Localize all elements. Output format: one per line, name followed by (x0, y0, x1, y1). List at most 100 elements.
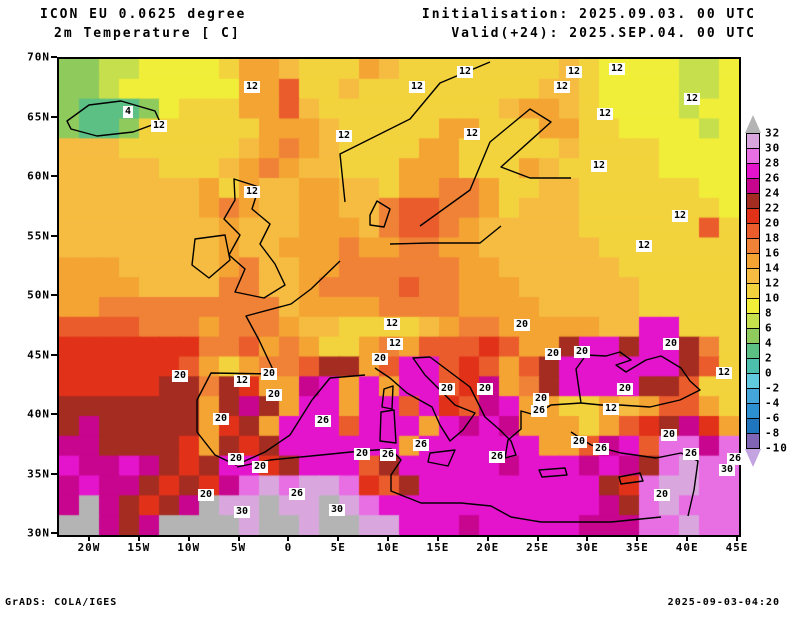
lon-tick (187, 535, 190, 541)
colorbar-value-label: 20 (765, 216, 781, 230)
colorbar-value-label: 12 (765, 276, 781, 290)
colorbar-segment (746, 178, 760, 194)
colorbar-segment (746, 133, 760, 149)
lon-axis-label: 20W (77, 541, 101, 554)
model-title: ICON EU 0.0625 degree (40, 7, 247, 22)
colorbar-value-label: 30 (765, 141, 781, 155)
colorbar-value-label: -8 (765, 426, 781, 440)
colorbar-segment (746, 238, 760, 254)
lat-axis-label: 35N (27, 467, 50, 480)
lat-axis-label: 60N (27, 169, 50, 183)
lon-tick (88, 535, 90, 541)
creation-timestamp: 2025-09-03-04:20 (667, 597, 780, 608)
grads-credit: GrADS: COLA/IGES (5, 597, 118, 608)
lon-axis-label: 10W (177, 541, 201, 554)
lat-axis-label: 70N (27, 50, 50, 64)
lon-axis-label: 30E (576, 541, 599, 554)
lon-tick (137, 535, 140, 541)
lat-axis-label: 65N (27, 110, 50, 123)
colorbar-segment (746, 343, 760, 359)
lon-axis-label: 15W (127, 541, 151, 554)
lat-tick (51, 413, 57, 415)
lat-tick (51, 294, 57, 296)
colorbar-over-arrow (745, 115, 761, 133)
colorbar-value-label: 0 (765, 366, 773, 380)
colorbar-value-label: 2 (765, 351, 773, 365)
colorbar-value-label: 10 (765, 291, 781, 305)
colorbar-segment (746, 268, 760, 284)
colorbar-value-label: 18 (765, 231, 781, 245)
colorbar-segment (746, 358, 760, 374)
colorbar-segment (746, 223, 760, 239)
colorbar-value-label: 32 (765, 126, 781, 140)
lon-tick (287, 535, 290, 541)
lon-axis-label: 45E (725, 541, 749, 554)
lon-axis-label: 40E (675, 541, 699, 554)
colorbar-segment (746, 253, 760, 269)
lat-tick (51, 234, 57, 237)
colorbar-value-label: 6 (765, 321, 773, 335)
colorbar-segment (746, 328, 760, 344)
colorbar-segment (746, 313, 760, 329)
colorbar-value-label: 8 (765, 306, 773, 320)
lat-axis-label: 50N (27, 288, 50, 302)
lat-tick (51, 115, 57, 118)
colorbar-value-label: -10 (765, 441, 788, 455)
colorbar-value-label: 24 (765, 186, 781, 200)
colorbar-segment (746, 148, 760, 164)
lat-tick (51, 56, 57, 58)
colorbar-segment (746, 373, 760, 389)
lat-tick (51, 472, 57, 475)
colorbar-segment (746, 388, 760, 404)
lat-axis-label: 45N (27, 348, 50, 361)
lat-axis-label: 55N (27, 229, 50, 242)
lat-tick (51, 532, 57, 534)
colorbar-value-label: 4 (765, 336, 773, 350)
lon-axis-label: 20E (476, 541, 500, 554)
colorbar-segment (746, 418, 760, 434)
colorbar-under-arrow (745, 449, 761, 467)
lon-axis-label: 35E (625, 541, 649, 554)
colorbar-segment (746, 193, 760, 209)
colorbar-value-label: -4 (765, 396, 781, 410)
lon-tick (536, 535, 539, 541)
lon-axis-label: 15E (426, 541, 450, 554)
colorbar-value-label: 28 (765, 156, 781, 170)
lat-tick (51, 353, 57, 356)
colorbar-value-label: 22 (765, 201, 781, 215)
colorbar-segment (746, 163, 760, 179)
colorbar-value-label: 16 (765, 246, 781, 260)
colorbar-value-label: 14 (765, 261, 781, 275)
map-plot-area: 4 12 12 12 12 12 12 12 12 12 12 12 12 12 12 12 12 12 12 12 1… (57, 57, 744, 537)
colorbar-value-label: 26 (765, 171, 781, 185)
colorbar-segment (746, 433, 760, 449)
lon-tick (736, 535, 738, 541)
colorbar-segment (746, 403, 760, 419)
lat-tick (51, 175, 57, 177)
colorbar-segment (746, 298, 760, 314)
lon-tick (436, 535, 439, 541)
lon-axis-label: 5W (230, 541, 247, 554)
colorbar-value-label: -2 (765, 381, 781, 395)
colorbar-value-label: -6 (765, 411, 781, 425)
lon-tick (686, 535, 689, 541)
colorbar-segment (746, 283, 760, 299)
lon-tick (337, 535, 340, 541)
field-title: 2m Temperature [ C] (54, 26, 241, 41)
lat-axis-label: 30N (27, 526, 50, 540)
lon-tick (586, 535, 589, 541)
lon-axis-label: 0 (284, 541, 293, 554)
temperature-field-canvas (59, 59, 739, 535)
lon-tick (636, 535, 639, 541)
lon-axis-label: 25E (526, 541, 550, 554)
lat-axis-label: 40N (27, 407, 50, 421)
valid-time: Valid(+24): 2025.SEP.04. 00 UTC (451, 26, 756, 41)
lon-tick (486, 535, 489, 541)
colorbar-segment (746, 208, 760, 224)
lon-axis-label: 5E (330, 541, 346, 554)
lon-tick (237, 535, 240, 541)
initialisation-time: Initialisation: 2025.09.03. 00 UTC (421, 7, 756, 22)
lon-axis-label: 10E (376, 541, 400, 554)
lon-tick (387, 535, 390, 541)
